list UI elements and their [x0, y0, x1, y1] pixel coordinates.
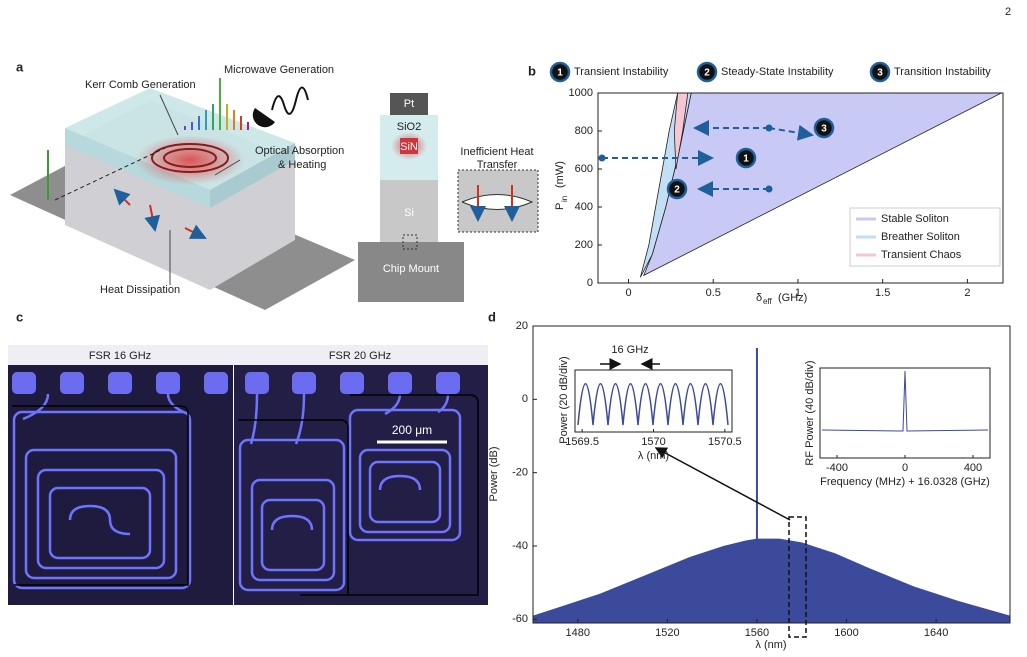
- x-tick-label: 1: [795, 287, 801, 299]
- device-illustration: [10, 78, 539, 310]
- x-tick-label: 1570: [641, 436, 665, 448]
- badge: [735, 147, 757, 169]
- x-tick-label: 1570.5: [708, 436, 742, 448]
- plot-frame: [597, 92, 1004, 284]
- micrograph: [8, 365, 488, 605]
- x-tick-label: 1569.5: [565, 436, 599, 448]
- legend-label: Stable Soliton: [881, 213, 949, 225]
- layer-label: Chip Mount: [383, 263, 439, 275]
- x-tick-label: 2: [964, 287, 970, 299]
- y-axis-label: P: [554, 203, 566, 210]
- image-title: FSR 20 GHz: [329, 350, 391, 362]
- y-axis-label: Pin (mW): [554, 161, 569, 210]
- zoom-arrow: [654, 447, 791, 521]
- x-axis-label: δ: [756, 292, 762, 304]
- badge-number: 2: [704, 68, 710, 79]
- y-tick-label: 400: [575, 201, 593, 213]
- y-axis-label: (mW): [554, 161, 566, 188]
- x-axis-label: (GHz): [778, 292, 807, 304]
- spectrum: [533, 538, 1010, 623]
- x-tick-label: 1480: [566, 627, 590, 639]
- zoom-box: [788, 516, 807, 638]
- scale-bar-label: 200 μm: [392, 423, 432, 437]
- badge: [549, 61, 571, 83]
- badge: [869, 61, 891, 83]
- y-axis-label: Power (dB): [488, 446, 500, 501]
- badge: [813, 117, 835, 139]
- image-title: FSR 16 GHz: [89, 350, 151, 362]
- x-tick-label: 0: [902, 462, 908, 474]
- y-tick-label: 600: [575, 163, 593, 175]
- badge: [666, 178, 688, 200]
- layer-label: Pt: [404, 98, 414, 110]
- panel-label: c: [16, 309, 23, 324]
- badge-number: 2: [674, 185, 680, 196]
- panel-label: b: [528, 63, 536, 78]
- y-tick-label: 0: [522, 393, 528, 405]
- x-tick-label: 400: [964, 462, 982, 474]
- annotation: 16 GHz: [611, 344, 648, 356]
- x-axis-label: Frequency (MHz) + 16.0328 (GHz): [820, 476, 990, 488]
- badge-number: 1: [743, 154, 749, 165]
- inset-trace: [577, 383, 729, 426]
- y-tick-label: 800: [575, 125, 593, 137]
- annotation: Optical Absorption: [255, 145, 344, 157]
- panel-label: a: [16, 59, 24, 74]
- y-tick-label: 0: [587, 277, 593, 289]
- arrows: [602, 120, 814, 197]
- y-tick-label: -40: [512, 540, 528, 552]
- annotation: Kerr Comb Generation: [85, 79, 196, 91]
- x-tick-label: 1520: [655, 627, 679, 639]
- x-axis-label: λ (nm): [638, 450, 669, 462]
- annotation: Inefficient Heat: [460, 146, 533, 158]
- x-tick-label: 0.5: [706, 287, 721, 299]
- layer-label: SiN: [400, 141, 418, 153]
- x-tick-label: 1600: [834, 627, 858, 639]
- annotation: Heat Dissipation: [100, 284, 180, 296]
- badge-number: 3: [877, 68, 883, 79]
- y-tick-label: -60: [512, 613, 528, 625]
- x-axis-label: λ (nm): [755, 639, 786, 651]
- marker-label: Transition Instability: [894, 66, 991, 78]
- layer-label: SiO2: [397, 121, 421, 133]
- annotation: & Heating: [278, 159, 326, 171]
- inset-trace: [821, 370, 989, 432]
- page-number: 2: [1005, 6, 1011, 18]
- x-tick-label: 1.5: [875, 287, 890, 299]
- layer-label: Si: [404, 207, 414, 219]
- x-tick-label: -400: [826, 462, 848, 474]
- marker-label: Transient Instability: [574, 66, 669, 78]
- badge-number: 3: [821, 124, 827, 135]
- plot-frame: [532, 325, 1011, 624]
- annotation: Microwave Generation: [224, 64, 334, 76]
- badge-number: 1: [557, 68, 563, 79]
- y-tick-label: 200: [575, 239, 593, 251]
- y-axis-label: in: [560, 196, 569, 202]
- x-tick-label: 1640: [924, 627, 948, 639]
- annotation: Transfer: [477, 159, 518, 171]
- y-tick-label: -20: [512, 467, 528, 479]
- legend-label: Transient Chaos: [881, 249, 962, 261]
- badge: [696, 61, 718, 83]
- y-tick-label: 1000: [569, 87, 593, 99]
- y-axis-label: Power (20 dB/div): [558, 356, 570, 443]
- x-tick-label: 1560: [745, 627, 769, 639]
- panel-label: d: [488, 309, 496, 324]
- y-axis-label: RF Power (40 dB/div): [804, 360, 816, 465]
- x-axis-label: eff: [763, 297, 773, 306]
- y-tick-label: 20: [516, 320, 528, 332]
- marker-label: Steady-State Instability: [721, 66, 834, 78]
- x-tick-label: 0: [625, 287, 631, 299]
- legend-label: Breather Soliton: [881, 231, 960, 243]
